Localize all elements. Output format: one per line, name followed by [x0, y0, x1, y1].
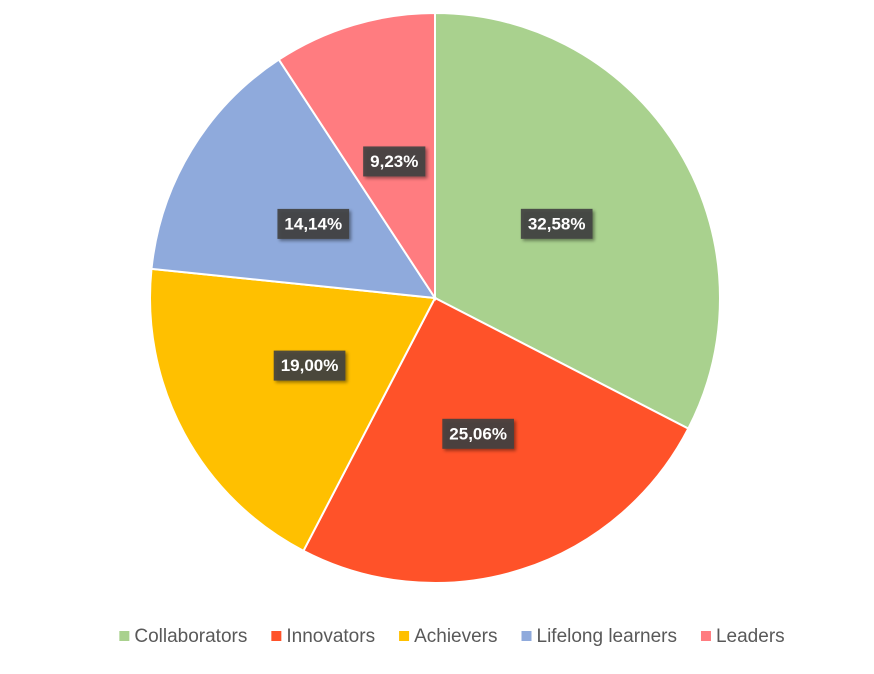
- pie-slice: [150, 58, 437, 300]
- data-label-text: 14,14%: [284, 214, 342, 233]
- data-label-box: [273, 350, 346, 381]
- legend-marker: [271, 631, 282, 641]
- pie: [149, 11, 721, 584]
- data-label-box: [442, 418, 514, 449]
- data-label: 14,14%: [277, 208, 350, 239]
- legend-marker: [119, 631, 130, 641]
- legend-label: Lifelong learners: [537, 626, 677, 647]
- pie-slice: [149, 267, 437, 553]
- data-label-box: [520, 208, 593, 239]
- data-label: 25,06%: [442, 418, 514, 449]
- legend-label: Achievers: [414, 626, 497, 647]
- data-labels: 32,58% 25,06% 19,00% 14,14% 9,23%: [273, 146, 593, 449]
- pie-slice: [277, 11, 436, 302]
- data-label-text: 19,00%: [281, 356, 339, 375]
- legend-label: Innovators: [286, 626, 375, 647]
- data-label-text: 9,23%: [370, 152, 418, 171]
- data-label: 32,58%: [520, 208, 593, 239]
- data-label-text: 32,58%: [528, 214, 586, 233]
- legend-marker: [700, 631, 711, 641]
- legend-marker: [399, 631, 410, 641]
- data-label-box: [277, 208, 350, 239]
- legend-marker: [521, 631, 532, 641]
- data-label-text: 25,06%: [449, 424, 507, 443]
- data-label: 9,23%: [363, 146, 426, 177]
- data-label: 19,00%: [273, 350, 346, 381]
- legend-label: Leaders: [716, 626, 785, 647]
- legend-label: Collaborators: [134, 626, 247, 647]
- data-label-box: [363, 146, 426, 177]
- legend: Collaborators Innovators Achievers Lifelong…: [119, 626, 785, 647]
